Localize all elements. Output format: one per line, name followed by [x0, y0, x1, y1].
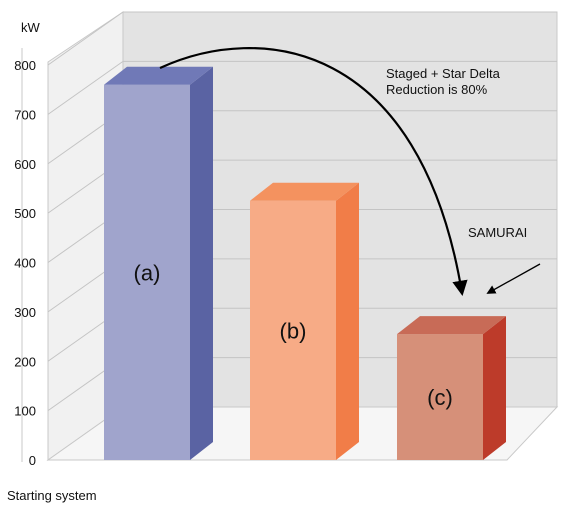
- y-tick-label: 100: [14, 404, 36, 419]
- bar-side: [483, 316, 506, 460]
- footer-text: Starting system: [7, 488, 97, 503]
- y-tick-label: 800: [14, 58, 36, 73]
- bar-label: (c): [427, 385, 453, 410]
- reduction-note-line2: Reduction is 80%: [386, 82, 488, 97]
- y-unit-label: kW: [21, 20, 41, 35]
- bar-label: (b): [280, 318, 307, 343]
- reduction-note-line1: Staged + Star Delta: [386, 66, 501, 81]
- y-tick-label: 500: [14, 206, 36, 221]
- y-tick-label: 300: [14, 305, 36, 320]
- y-tick-label: 600: [14, 157, 36, 172]
- y-tick-labels: 0 100 200 300 400 500 600 700 800: [14, 58, 36, 468]
- samurai-label: SAMURAI: [468, 225, 527, 240]
- y-tick-label: 200: [14, 354, 36, 369]
- bar-c: (c): [397, 316, 506, 460]
- bar-label: (a): [134, 260, 161, 285]
- y-tick-label: 400: [14, 256, 36, 271]
- bar-b: (b): [250, 183, 359, 460]
- bar-side: [336, 183, 359, 460]
- y-tick-label: 0: [29, 453, 36, 468]
- bar-a: (a): [104, 67, 213, 460]
- y-tick-label: 700: [14, 107, 36, 122]
- bar-side: [190, 67, 213, 460]
